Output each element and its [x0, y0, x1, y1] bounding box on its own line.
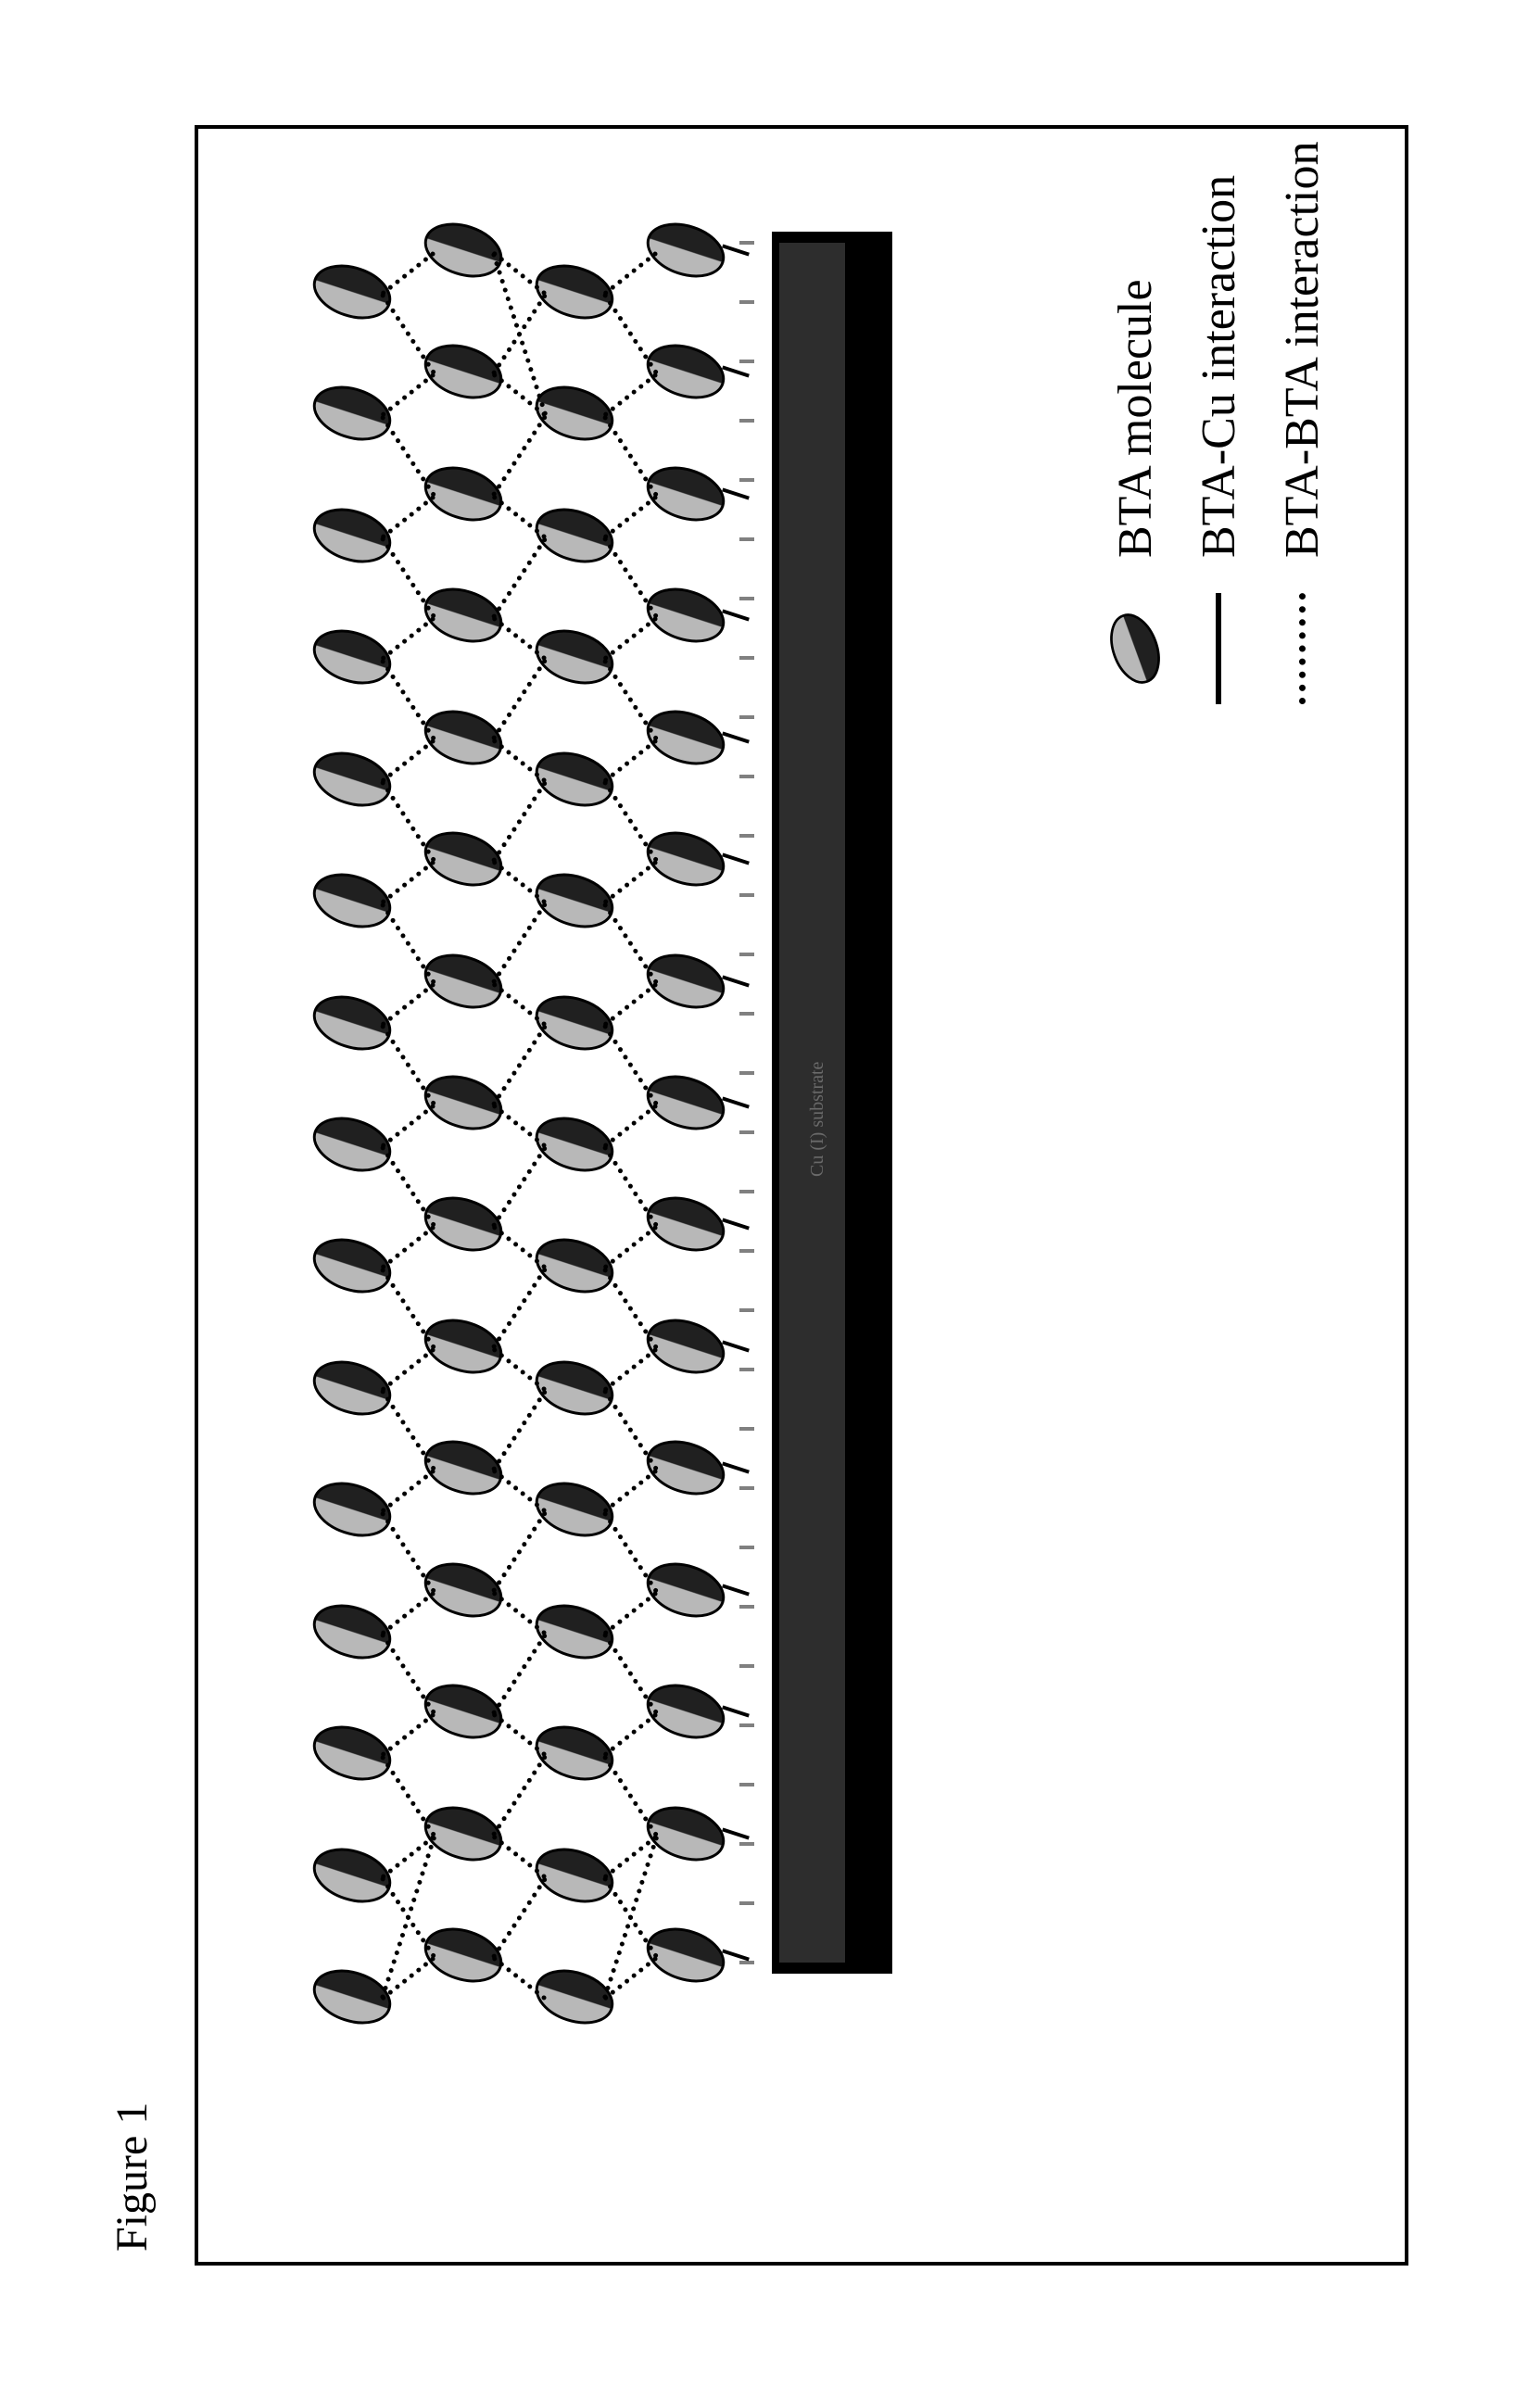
legend-item: BTA molecule	[1103, 279, 1168, 713]
legend-label: BTA-BTA interaction	[1275, 142, 1330, 558]
legend-item: BTA-BTA interaction	[1269, 142, 1334, 713]
legend-item: BTA-Cu interaction	[1186, 175, 1251, 713]
substrate-label: Cu (I) substrate	[807, 1062, 828, 1177]
bta-molecule	[1099, 605, 1171, 693]
legend-label: BTA-Cu interaction	[1192, 175, 1246, 558]
legend-solid-line-icon	[1186, 584, 1251, 713]
legend-label: BTA molecule	[1108, 279, 1163, 558]
figure-caption: Figure 1	[107, 2102, 158, 2252]
legend-molecule-icon	[1103, 584, 1168, 713]
legend-dotted-line-icon	[1269, 584, 1334, 713]
